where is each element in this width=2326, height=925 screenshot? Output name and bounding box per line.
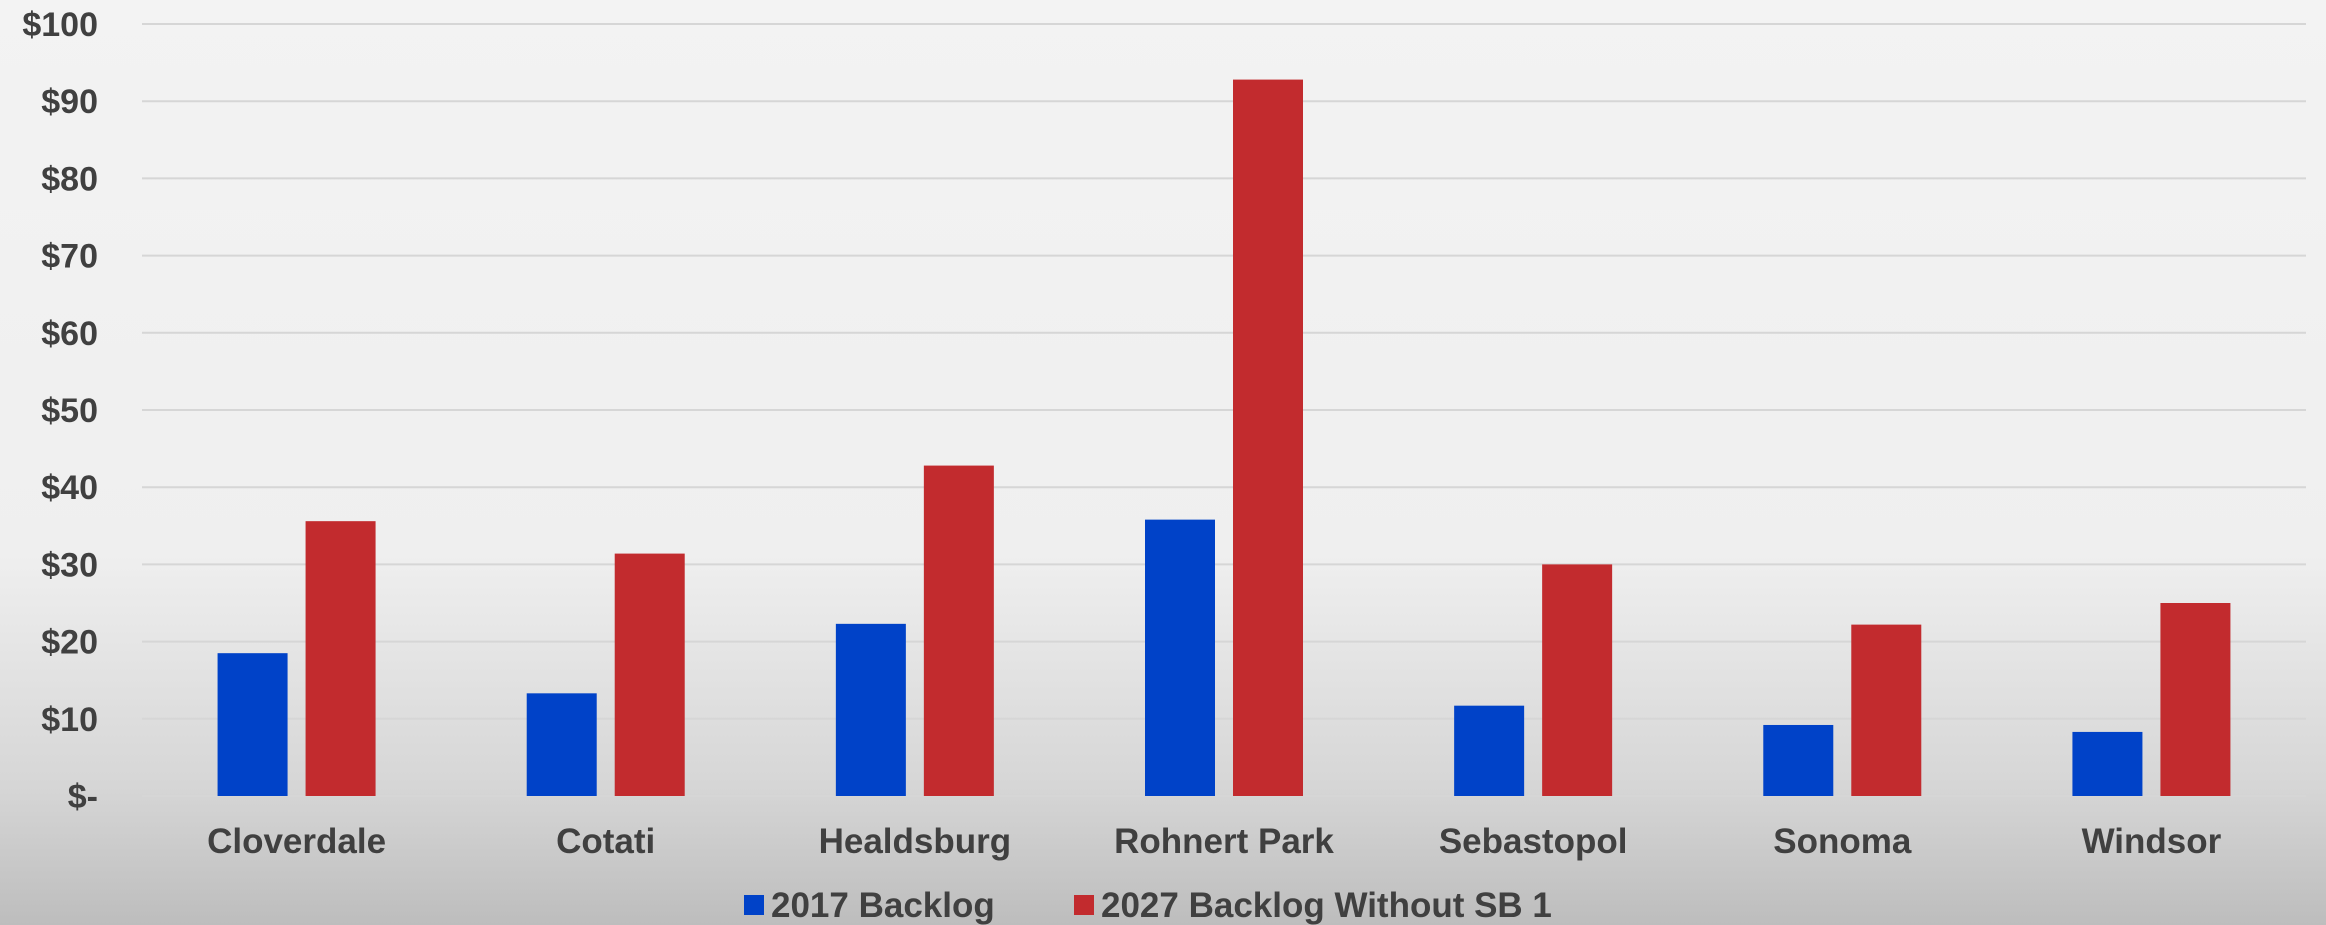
bars [217,79,2231,797]
bar-backlog-2027-healdsburg [923,465,994,796]
legend-swatch [1074,895,1094,915]
y-tick-label: $40 [41,469,98,507]
y-tick-label: $80 [41,160,98,198]
x-category-label: Rohnert Park [1114,822,1334,861]
bar-backlog-2017-rohnert-park [1145,519,1215,796]
gridlines [142,23,2306,797]
bar-backlog-2017-healdsburg [835,623,906,796]
bar-backlog-2027-cotati [614,553,685,796]
y-tick-label: $90 [41,83,98,121]
x-category-label: Windsor [2082,822,2222,861]
x-axis-category-labels: Cloverdale Cotati Healdsburg Rohnert Park Se… [207,822,2222,861]
x-category-label: Sonoma [1773,822,1912,861]
y-tick-label: $10 [41,701,98,739]
x-category-label: Cotati [556,822,655,861]
legend-swatch [744,895,764,915]
y-tick-label: $70 [41,238,98,276]
bar-backlog-2027-sonoma [1851,624,1922,796]
legend: 2017 Backlog 2027 Backlog Without SB 1 [744,886,1552,925]
bar-backlog-2027-rohnert-park [1233,79,1303,797]
bar-backlog-2027-cloverdale [305,521,376,796]
bar-backlog-2027-sebastopol [1542,564,1613,796]
bar-backlog-2027-windsor [2160,603,2231,796]
y-tick-label: $60 [41,315,98,353]
bar-backlog-2017-sebastopol [1454,705,1525,796]
bar-backlog-2017-cotati [526,693,597,796]
y-tick-label: $- [68,778,98,816]
bar-backlog-2017-windsor [2072,731,2143,796]
bar-backlog-2017-cloverdale [217,653,288,796]
x-category-label: Sebastopol [1439,822,1628,861]
y-tick-label: $50 [41,392,98,430]
y-tick-label: $20 [41,624,98,662]
y-tick-label: $30 [41,546,98,584]
bar-backlog-2017-sonoma [1763,724,1834,796]
x-category-label: Cloverdale [207,822,386,861]
legend-label: 2027 Backlog Without SB 1 [1101,886,1552,925]
legend-label: 2017 Backlog [771,886,995,925]
y-axis-tick-labels: $- $10 $20 $30 $40 $50 $60 $70 $80 $90 $100 [22,6,98,816]
x-category-label: Healdsburg [819,822,1012,861]
y-tick-label: $100 [22,6,98,44]
